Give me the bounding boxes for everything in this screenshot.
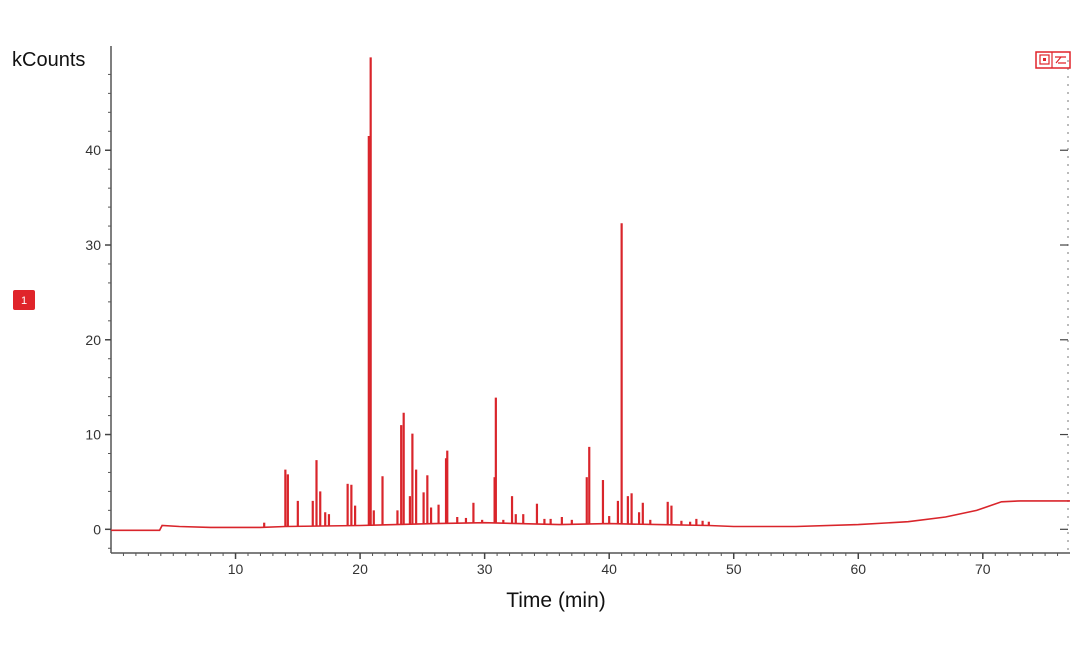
trace-marker-badge[interactable]: 1	[13, 290, 35, 310]
x-tick-label: 70	[975, 561, 991, 577]
y-tick-label: 40	[85, 142, 101, 158]
y-tick-label: 20	[85, 332, 101, 348]
svg-text:1: 1	[21, 295, 27, 307]
y-axis-label: kCounts	[12, 49, 85, 71]
x-tick-label: 10	[228, 561, 244, 577]
axes	[110, 46, 1070, 554]
x-tick-label: 20	[352, 561, 368, 577]
y-tick-label: 10	[85, 427, 101, 443]
x-tick-label: 50	[726, 561, 742, 577]
x-ticks: 10 20 30 40 50 60 70	[228, 553, 991, 577]
x-tick-label: 60	[850, 561, 866, 577]
y-ticks: 0 10 20 30 40	[85, 142, 1068, 537]
series-layer	[111, 57, 1070, 532]
x-tick-label: 40	[601, 561, 617, 577]
window-controls-icon[interactable]	[1035, 51, 1071, 69]
x-tick-label: 30	[477, 561, 493, 577]
y-tick-label: 0	[93, 521, 101, 537]
minor-ticks	[108, 73, 1059, 556]
chromatogram-baseline	[111, 500, 1070, 532]
y-tick-label: 30	[85, 237, 101, 253]
x-axis-label: Time (min)	[506, 589, 606, 612]
